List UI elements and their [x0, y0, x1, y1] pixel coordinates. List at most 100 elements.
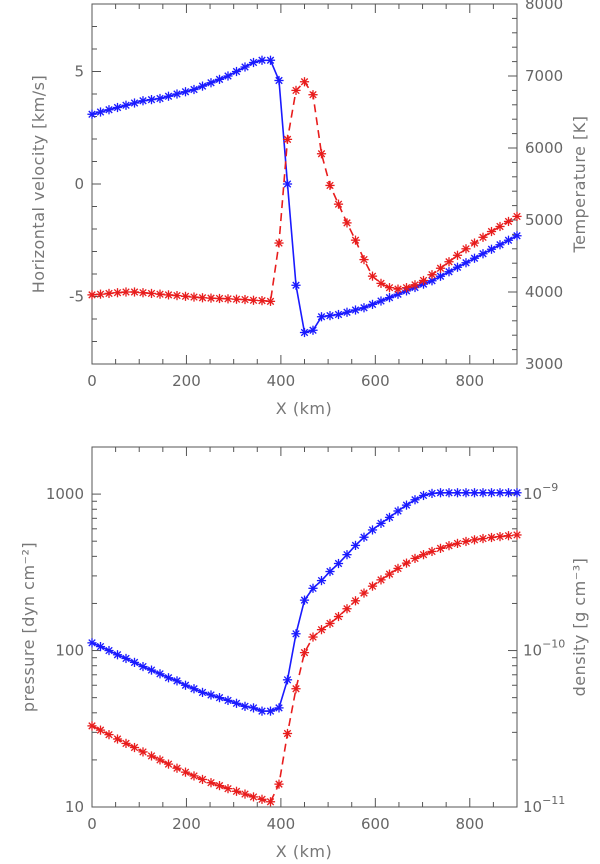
pressure-point: [444, 488, 454, 498]
tick-base: 10: [523, 798, 542, 816]
density-point: [350, 596, 361, 606]
horizontal-velocity-point: [384, 293, 395, 303]
horizontal-velocity-point: [265, 55, 276, 65]
density-point: [299, 648, 310, 658]
y-left-tick-label: 100: [55, 642, 84, 660]
pressure-point: [427, 488, 437, 499]
y-left-tick-label: 1000: [46, 485, 84, 503]
density-point: [240, 789, 250, 799]
density-line: [91, 534, 518, 803]
temperature-point: [206, 293, 216, 303]
temperature-point: [282, 134, 293, 144]
density-point: [129, 742, 140, 753]
density-point: [104, 730, 114, 740]
pressure-point: [316, 575, 327, 586]
x-tick-label: 800: [455, 372, 484, 390]
temperature-point: [333, 199, 344, 209]
horizontal-velocity-point: [248, 57, 259, 68]
horizontal-velocity-point: [155, 93, 165, 104]
density-point: [393, 563, 403, 574]
pressure-point: [393, 506, 403, 516]
temperature-point: [452, 250, 463, 260]
temperature-point: [469, 238, 480, 248]
density-point: [87, 721, 97, 731]
temperature-point: [95, 289, 106, 299]
horizontal-velocity-point: [87, 109, 97, 119]
horizontal-velocity-point: [257, 55, 267, 65]
density-point: [435, 543, 446, 553]
y-right-tick-label: 4000: [525, 283, 563, 301]
y-right-tick-label: 3000: [525, 355, 563, 373]
temperature-point: [418, 275, 429, 286]
pressure-point: [452, 488, 463, 498]
horizontal-velocity-point: [376, 296, 386, 306]
temperature-point: [342, 218, 352, 228]
x-tick-label: 400: [267, 372, 296, 390]
horizontal-velocity-point: [172, 89, 182, 99]
density-point: [333, 611, 344, 622]
pressure-point: [240, 701, 250, 711]
density-point: [214, 781, 225, 791]
pressure-point: [495, 488, 505, 498]
pressure-point: [129, 657, 140, 667]
pressure-point: [206, 690, 216, 700]
horizontal-velocity-point: [495, 240, 505, 250]
density-point: [342, 604, 352, 614]
temperature-point: [231, 294, 242, 304]
x-tick-label: 400: [267, 815, 296, 833]
density-point: [163, 759, 174, 769]
pressure-point: [121, 653, 131, 664]
pressure-point: [359, 532, 369, 542]
temperature-point: [265, 296, 276, 306]
horizontal-velocity-point: [478, 249, 488, 259]
y-left-tick-label: 5: [74, 63, 84, 81]
tick-base: 10: [523, 485, 542, 503]
temperature-point: [189, 292, 199, 302]
pressure-point: [189, 684, 199, 694]
density-point: [197, 774, 208, 785]
y-right-tick-label: 7000: [525, 67, 563, 85]
y-right-tick-label: 6000: [525, 139, 563, 157]
horizontal-velocity-point: [206, 78, 216, 88]
pressure-point: [87, 638, 97, 648]
temperature-point: [112, 288, 123, 298]
pressure-point: [265, 706, 276, 716]
horizontal-velocity-point: [121, 100, 131, 110]
horizontal-velocity-point: [129, 98, 140, 108]
temperature-point: [138, 288, 148, 298]
horizontal-velocity-point: [223, 71, 233, 81]
bottom-left-y-axis-title: pressure [dyn cm⁻²]: [19, 542, 38, 712]
horizontal-velocity-point: [435, 271, 446, 281]
density-point: [180, 767, 191, 777]
horizontal-velocity-point: [325, 311, 335, 321]
temperature-point: [223, 294, 233, 304]
density-point: [265, 797, 276, 807]
density-point: [359, 588, 369, 598]
temperature-point: [384, 283, 395, 293]
density-point: [155, 755, 165, 765]
temperature-point: [299, 77, 310, 87]
horizontal-velocity-point: [486, 244, 497, 254]
horizontal-velocity-point: [146, 95, 157, 105]
horizontal-velocity-point: [291, 280, 301, 290]
top-plot-frame: [91, 3, 518, 365]
bottom-series: [87, 488, 522, 807]
horizontal-velocity-point: [444, 267, 454, 277]
density-point: [461, 536, 471, 547]
tick-base: 10: [523, 642, 542, 660]
pressure-point: [172, 676, 182, 686]
horizontal-velocity-point: [333, 309, 344, 320]
top-x-ticks: 0 200 400 600 800: [87, 4, 518, 390]
temperature-point: [359, 255, 369, 265]
temperature-point: [121, 287, 131, 297]
density-point: [503, 531, 514, 541]
x-tick-label: 0: [87, 372, 97, 390]
density-point: [401, 558, 412, 568]
bottom-left-y-ticks: 1000 100 10: [46, 446, 101, 816]
y-right-tick-label: 8000: [525, 0, 563, 13]
top-panel: 0 200 400 600 800 5 0 -5 8000 7000 6000 5000 4000 3…: [29, 0, 589, 418]
temperature-point: [435, 263, 446, 273]
bottom-right-y-axis-title: density [g cm⁻³]: [570, 558, 589, 697]
pressure-point: [146, 665, 157, 675]
